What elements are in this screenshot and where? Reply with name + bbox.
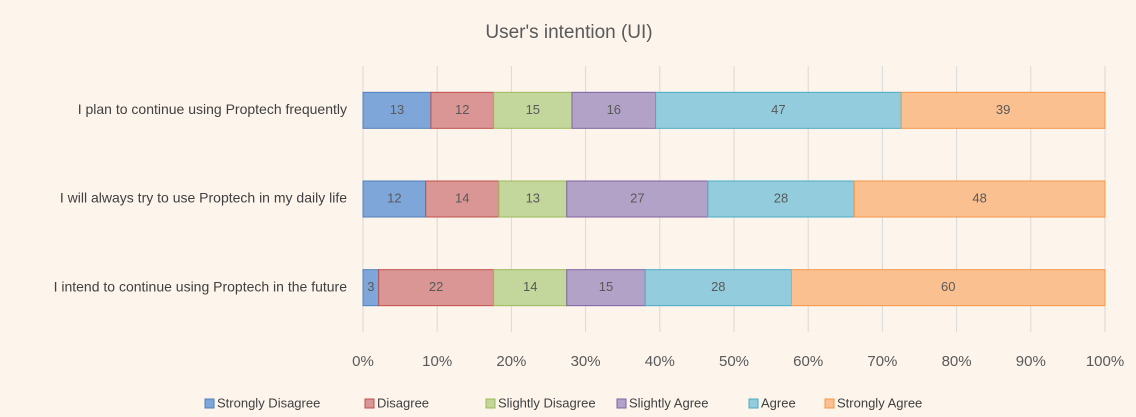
data-label: 27 [630,190,644,205]
x-tick-label: 60% [793,353,823,370]
y-tick-label: I plan to continue using Proptech freque… [78,101,347,117]
data-label: 13 [526,190,540,205]
data-label: 12 [455,102,469,117]
legend-label: Agree [761,395,796,410]
x-tick-label: 80% [942,353,972,370]
y-tick-label: I will always try to use Proptech in my … [60,190,347,206]
bar-segment [790,269,1106,307]
data-label: 22 [429,279,443,294]
data-label: 16 [607,102,621,117]
data-label: 28 [711,279,725,294]
bar-segment [707,180,855,218]
bar-segment [566,180,709,218]
data-label: 15 [599,279,613,294]
data-label: 48 [972,190,986,205]
data-label: 15 [526,102,540,117]
bar-segment [493,91,573,129]
x-tick-label: 50% [719,353,749,370]
bar-segment [900,91,1106,129]
legend-label: Slightly Agree [629,395,709,410]
x-tick-label: 90% [1016,353,1046,370]
legend-label: Slightly Disagree [498,395,596,410]
legend-swatch [204,398,215,409]
legend-label: Strongly Disagree [217,395,320,410]
x-tick-label: 30% [571,353,601,370]
x-tick-label: 20% [496,353,526,370]
legend-swatch [748,398,759,409]
data-label: 28 [774,190,788,205]
data-label: 13 [390,102,404,117]
legend-label: Strongly Agree [837,395,922,410]
legend-swatch [364,398,375,409]
data-label: 60 [941,279,955,294]
y-tick-label: I intend to continue using Proptech in t… [54,278,348,294]
legend-swatch [485,398,496,409]
bar-segment [644,269,792,307]
x-tick-label: 100% [1086,353,1124,370]
bar-segment [425,180,500,218]
bar-segment [853,180,1106,218]
data-label: 39 [996,102,1010,117]
legend-label: Disagree [377,395,429,410]
legend-swatch [616,398,627,409]
bar-segment [566,269,646,307]
x-tick-label: 0% [352,353,374,370]
x-tick-label: 10% [422,353,452,370]
data-label: 3 [367,279,374,294]
data-label: 12 [387,190,401,205]
x-tick-label: 40% [645,353,675,370]
data-label: 14 [455,190,469,205]
data-label: 14 [523,279,537,294]
chart-title: User's intention (UI) [485,22,652,43]
legend-swatch [824,398,835,409]
x-tick-label: 70% [867,353,897,370]
data-label: 47 [771,102,785,117]
bar-segment [362,180,427,218]
